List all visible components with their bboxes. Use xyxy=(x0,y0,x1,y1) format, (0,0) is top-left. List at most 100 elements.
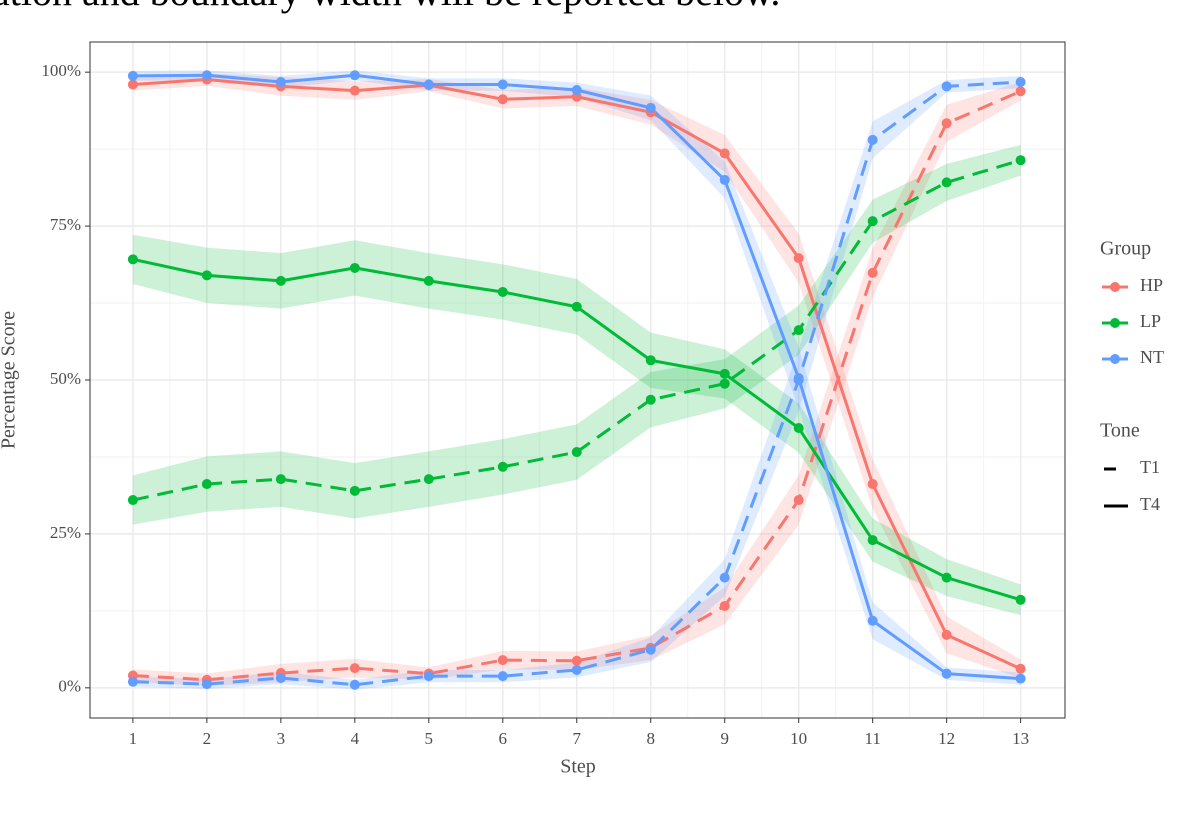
y-tick-label: 50% xyxy=(50,369,81,388)
data-point xyxy=(127,79,138,90)
x-tick-label: 5 xyxy=(425,729,434,748)
data-point xyxy=(423,275,434,286)
x-tick-label: 12 xyxy=(938,729,955,748)
data-point xyxy=(275,77,286,88)
data-point xyxy=(793,253,804,264)
data-point xyxy=(793,495,804,506)
data-point xyxy=(497,461,508,472)
data-point xyxy=(941,572,952,583)
data-point xyxy=(571,85,582,96)
data-point xyxy=(941,81,952,92)
y-tick-label: 0% xyxy=(58,677,81,696)
data-point xyxy=(867,216,878,227)
data-point xyxy=(349,262,360,273)
data-point xyxy=(1015,86,1026,97)
data-point xyxy=(867,479,878,490)
data-point xyxy=(349,85,360,96)
data-point xyxy=(867,535,878,546)
data-point xyxy=(867,134,878,145)
data-point xyxy=(645,355,656,366)
x-tick-label: 10 xyxy=(790,729,807,748)
data-point xyxy=(645,102,656,113)
confidence-band xyxy=(132,82,1021,686)
data-point xyxy=(497,94,508,105)
data-point xyxy=(497,286,508,297)
data-point xyxy=(941,668,952,679)
legend-key xyxy=(1110,282,1120,292)
data-point xyxy=(127,254,138,265)
data-point xyxy=(497,655,508,666)
data-point xyxy=(719,368,730,379)
data-point xyxy=(423,671,434,682)
data-point xyxy=(275,474,286,485)
data-point xyxy=(719,572,730,583)
data-point xyxy=(719,148,730,159)
data-point xyxy=(349,679,360,690)
data-point xyxy=(201,70,212,81)
data-point xyxy=(349,485,360,496)
legend-label: NT xyxy=(1140,347,1164,367)
legend-title: Group xyxy=(1100,238,1151,260)
x-tick-label: 11 xyxy=(864,729,880,748)
data-point xyxy=(349,70,360,81)
data-point xyxy=(571,447,582,458)
data-point xyxy=(1015,663,1026,674)
data-point xyxy=(127,495,138,506)
y-tick-label: 100% xyxy=(41,61,81,80)
data-point xyxy=(497,79,508,90)
data-point xyxy=(275,672,286,683)
legend-label: LP xyxy=(1140,311,1161,331)
data-point xyxy=(497,671,508,682)
data-point xyxy=(793,373,804,384)
data-point xyxy=(719,378,730,389)
data-point xyxy=(645,644,656,655)
data-point xyxy=(571,301,582,312)
data-point xyxy=(645,394,656,405)
confidence-band xyxy=(132,73,1021,678)
data-point xyxy=(275,275,286,286)
data-point xyxy=(719,600,730,611)
caption: ation and boundary width will be reporte… xyxy=(0,0,780,14)
y-axis-title: Percentage Score xyxy=(0,311,20,449)
legend-title: Tone xyxy=(1100,420,1140,442)
data-point xyxy=(349,663,360,674)
data-point xyxy=(127,676,138,687)
legend-label: T1 xyxy=(1140,457,1160,477)
legend-key xyxy=(1110,354,1120,364)
data-point xyxy=(867,615,878,626)
data-point xyxy=(571,664,582,675)
y-tick-label: 25% xyxy=(50,523,81,542)
data-point xyxy=(423,79,434,90)
x-tick-label: 9 xyxy=(720,729,729,748)
data-point xyxy=(423,474,434,485)
x-tick-label: 6 xyxy=(499,729,508,748)
plot-border xyxy=(89,41,1066,719)
data-point xyxy=(941,177,952,188)
data-point xyxy=(571,655,582,666)
x-tick-label: 2 xyxy=(203,729,212,748)
legend-key xyxy=(1110,318,1120,328)
data-point xyxy=(719,174,730,185)
data-point xyxy=(201,479,212,490)
y-tick-label: 75% xyxy=(50,215,81,234)
data-point xyxy=(1015,594,1026,605)
x-tick-label: 13 xyxy=(1012,729,1029,748)
data-point xyxy=(1015,673,1026,684)
data-point xyxy=(201,270,212,281)
x-tick-label: 1 xyxy=(129,729,138,748)
data-point xyxy=(793,423,804,434)
data-point xyxy=(1015,155,1026,166)
x-tick-label: 4 xyxy=(351,729,360,748)
data-point xyxy=(867,267,878,278)
data-point xyxy=(941,118,952,129)
data-point xyxy=(793,325,804,336)
data-point xyxy=(201,679,212,690)
data-point xyxy=(1015,77,1026,88)
x-tick-label: 8 xyxy=(646,729,655,748)
x-tick-label: 7 xyxy=(573,729,582,748)
data-point xyxy=(941,629,952,640)
x-axis-title: Step xyxy=(560,756,596,778)
data-point xyxy=(127,70,138,81)
legend-label: HP xyxy=(1140,275,1163,295)
